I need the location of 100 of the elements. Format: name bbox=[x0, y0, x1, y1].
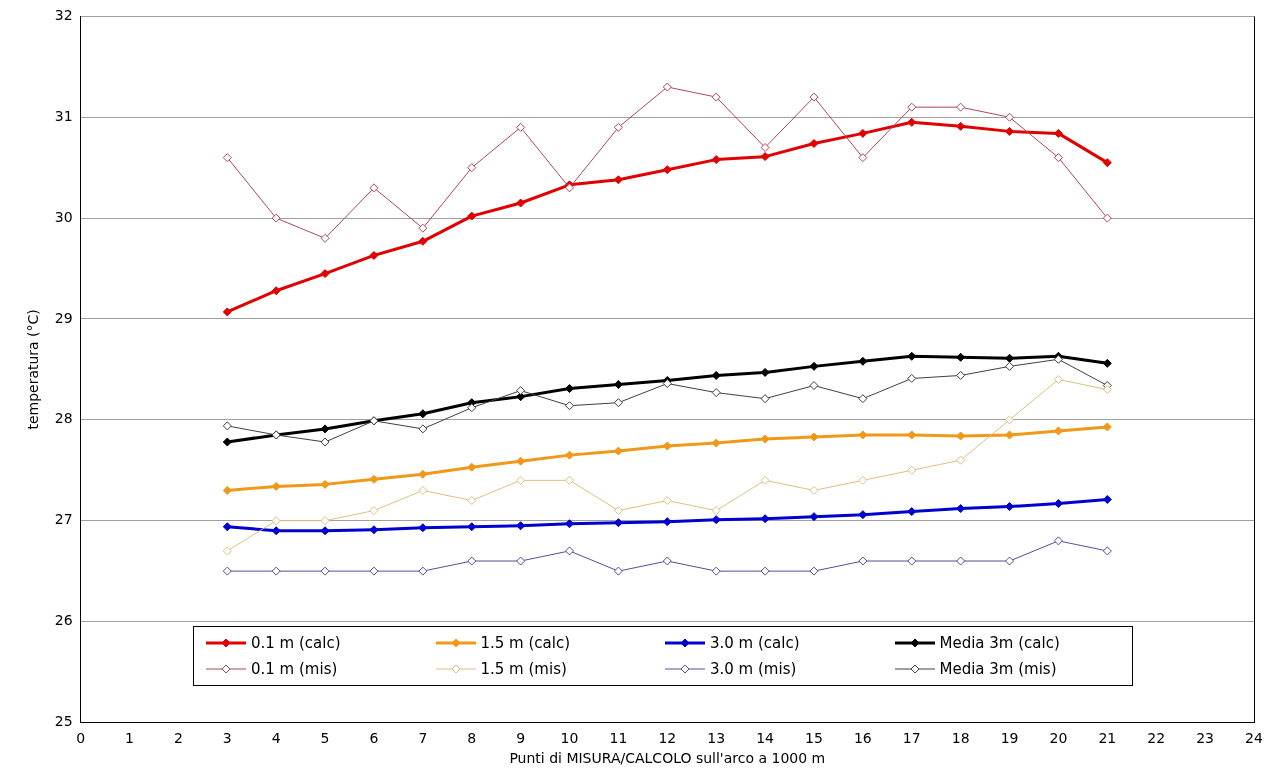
point bbox=[418, 236, 428, 246]
point bbox=[320, 424, 330, 434]
point bbox=[907, 102, 917, 112]
point bbox=[760, 143, 770, 153]
x-tick-label: 18 bbox=[951, 730, 970, 747]
point bbox=[907, 117, 917, 127]
legend-label: 3.0 m (mis) bbox=[710, 660, 797, 678]
point bbox=[858, 356, 868, 366]
point bbox=[760, 367, 770, 377]
point bbox=[956, 370, 966, 380]
point bbox=[907, 465, 917, 475]
point bbox=[418, 223, 428, 233]
x-tick-label: 12 bbox=[658, 730, 677, 747]
legend-label: Media 3m (calc) bbox=[939, 634, 1060, 652]
point bbox=[809, 138, 819, 148]
point bbox=[760, 475, 770, 485]
point bbox=[662, 82, 672, 92]
point bbox=[956, 556, 966, 566]
point bbox=[320, 566, 330, 576]
point bbox=[320, 479, 330, 489]
point bbox=[907, 373, 917, 383]
x-tick-label: 17 bbox=[902, 730, 921, 747]
x-tick-label: 13 bbox=[707, 730, 726, 747]
point bbox=[760, 152, 770, 162]
point bbox=[369, 506, 379, 516]
point bbox=[369, 250, 379, 260]
point bbox=[711, 566, 721, 576]
point bbox=[222, 566, 232, 576]
legend-label: 3.0 m (calc) bbox=[710, 634, 800, 652]
point bbox=[565, 546, 575, 556]
point bbox=[1005, 112, 1015, 122]
point bbox=[956, 121, 966, 131]
point bbox=[369, 525, 379, 535]
point bbox=[956, 102, 966, 112]
point bbox=[271, 286, 281, 296]
point bbox=[858, 153, 868, 163]
point bbox=[565, 384, 575, 394]
point bbox=[809, 92, 819, 102]
point bbox=[222, 307, 232, 317]
point bbox=[956, 504, 966, 514]
point bbox=[711, 370, 721, 380]
x-tick-label: 15 bbox=[805, 730, 823, 747]
x-tick-label: 14 bbox=[756, 730, 775, 747]
point bbox=[1102, 358, 1112, 368]
point bbox=[516, 475, 526, 485]
x-tick-label: 3 bbox=[222, 730, 232, 747]
point bbox=[907, 507, 917, 517]
x-tick-label: 22 bbox=[1147, 730, 1166, 747]
y-tick-label: 26 bbox=[54, 612, 73, 629]
point bbox=[467, 163, 477, 173]
point bbox=[516, 392, 526, 402]
point bbox=[516, 386, 526, 396]
x-tick-label: 20 bbox=[1049, 730, 1068, 747]
point bbox=[711, 506, 721, 516]
point bbox=[613, 506, 623, 516]
point bbox=[809, 381, 819, 391]
point bbox=[809, 566, 819, 576]
y-tick-label: 32 bbox=[54, 7, 73, 24]
point bbox=[271, 213, 281, 223]
point bbox=[418, 523, 428, 533]
point bbox=[418, 469, 428, 479]
point bbox=[320, 437, 330, 447]
x-tick-label: 6 bbox=[369, 730, 379, 747]
x-tick-label: 10 bbox=[560, 730, 579, 747]
x-tick-label: 11 bbox=[609, 730, 628, 747]
point bbox=[858, 394, 868, 404]
point bbox=[760, 394, 770, 404]
point bbox=[809, 512, 819, 522]
point bbox=[711, 388, 721, 398]
point bbox=[613, 122, 623, 132]
x-tick-label: 5 bbox=[320, 730, 330, 747]
point bbox=[711, 92, 721, 102]
point bbox=[369, 566, 379, 576]
point bbox=[320, 516, 330, 526]
point bbox=[418, 409, 428, 419]
point bbox=[320, 233, 330, 243]
point bbox=[418, 424, 428, 434]
point bbox=[222, 485, 232, 495]
x-tick-label: 8 bbox=[467, 730, 477, 747]
point bbox=[467, 403, 477, 413]
y-tick-label: 29 bbox=[54, 309, 73, 326]
point bbox=[467, 211, 477, 221]
point bbox=[467, 556, 477, 566]
point bbox=[662, 556, 672, 566]
point bbox=[1053, 536, 1063, 546]
point bbox=[516, 556, 526, 566]
x-axis-title: Punti di MISURA/CALCOLO sull'arco a 1000 m bbox=[509, 750, 826, 767]
legend-label: 0.1 m (calc) bbox=[251, 634, 341, 652]
y-tick-label: 28 bbox=[54, 410, 73, 427]
legend-label: 1.5 m (calc) bbox=[480, 634, 571, 652]
point bbox=[858, 128, 868, 138]
y-tick-label: 31 bbox=[54, 107, 73, 124]
point bbox=[369, 474, 379, 484]
point bbox=[760, 566, 770, 576]
x-tick-label: 21 bbox=[1098, 730, 1117, 747]
y-tick-label: 27 bbox=[54, 511, 73, 528]
x-tick-label: 7 bbox=[418, 730, 428, 747]
x-tick-label: 23 bbox=[1196, 730, 1215, 747]
point bbox=[907, 556, 917, 566]
point bbox=[1102, 385, 1112, 395]
